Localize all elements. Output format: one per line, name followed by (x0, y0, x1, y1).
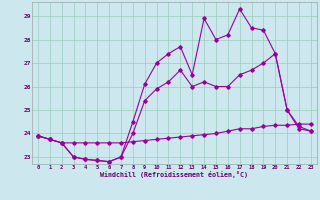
X-axis label: Windchill (Refroidissement éolien,°C): Windchill (Refroidissement éolien,°C) (100, 171, 248, 178)
